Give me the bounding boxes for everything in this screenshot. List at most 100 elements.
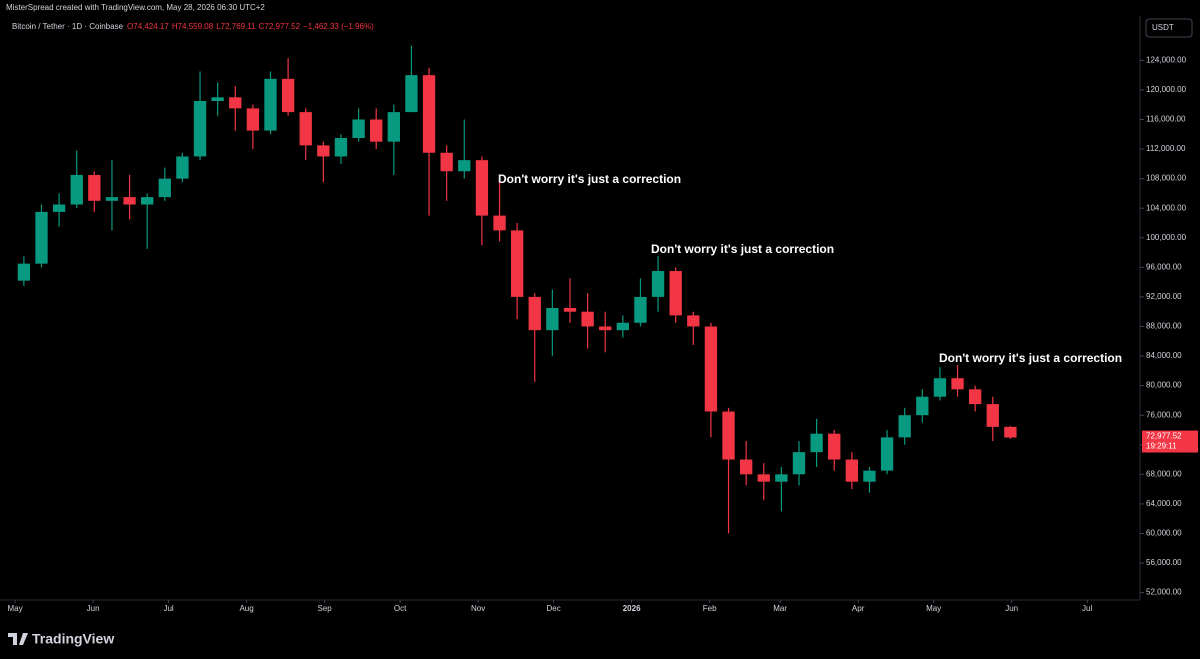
candle-body	[563, 308, 577, 312]
candle-body	[581, 311, 594, 327]
x-tick-label: Jul	[1082, 604, 1092, 613]
ohlc-low: L72,769.11	[216, 22, 256, 31]
candle-body	[810, 433, 823, 453]
x-tick-label: Mar	[773, 604, 787, 613]
candle-body	[651, 271, 665, 297]
candle-body	[828, 433, 841, 460]
y-tick-label: 76,000.00	[1146, 410, 1182, 419]
candle-body	[176, 156, 189, 179]
y-tick-label: 124,000.00	[1146, 55, 1187, 64]
candle-body	[599, 326, 612, 331]
credit: MisterSpread created with TradingView.co…	[6, 3, 265, 12]
candle-body	[458, 160, 471, 172]
y-tick-label: 64,000.00	[1146, 499, 1182, 508]
symbol: Bitcoin / Tether · 1D · Coinbase O74,424.…	[12, 22, 374, 31]
candle-body	[35, 211, 48, 264]
x-tick-label: Jul	[163, 604, 173, 613]
logo-text: TradingView	[32, 631, 114, 647]
candle-body	[440, 152, 453, 172]
candle-body	[722, 411, 735, 460]
ohlc-close: C72,977.52	[259, 22, 301, 31]
candle-body	[17, 263, 31, 281]
candle-body	[334, 137, 348, 157]
x-tick-label: Nov	[471, 604, 485, 613]
candle-body	[387, 112, 400, 142]
price-tag	[1142, 430, 1198, 453]
x-tick-label: May	[8, 604, 23, 613]
candle-body	[704, 326, 718, 412]
symbol-name: Bitcoin / Tether · 1D · Coinbase	[12, 22, 124, 31]
x-tick-label: May	[926, 604, 941, 613]
price-tag-label: 72,977.52	[1146, 432, 1182, 441]
x-tick-label: Apr	[852, 604, 865, 613]
candle-body	[634, 296, 647, 323]
currency-box[interactable]	[1145, 18, 1193, 38]
candle-body	[352, 119, 365, 138]
logo-icon	[8, 633, 28, 645]
candle-body	[105, 197, 119, 201]
candle-body	[70, 174, 83, 205]
candle-body	[370, 119, 383, 142]
currency[interactable]: USDT	[1152, 23, 1174, 32]
candle-body	[792, 452, 806, 475]
candle-body	[898, 415, 911, 438]
ohlc-change: −1,462.33 (−1.96%)	[303, 22, 374, 31]
candle-body	[422, 75, 436, 153]
candle-body	[229, 97, 242, 109]
y-tick-label: 112,000.00	[1146, 144, 1186, 153]
y-tick-label: 92,000.00	[1146, 292, 1182, 301]
x-tick-label: Sep	[317, 604, 332, 613]
price-tag-countdown: 19:29:11	[1146, 442, 1177, 451]
y-tick-label: 56,000.00	[1146, 558, 1182, 567]
candle-body	[528, 296, 541, 331]
x-tick-label: Feb	[703, 604, 717, 613]
candle-body	[405, 75, 418, 113]
y-tick-label: 52,000.00	[1146, 588, 1182, 597]
candle-body	[123, 197, 136, 205]
x-tick-label: Dec	[547, 604, 561, 613]
x-tick-label: Oct	[394, 604, 407, 613]
candle-body	[775, 474, 788, 482]
annotation: Don't worry it's just a correction	[651, 242, 834, 256]
candle-body	[1004, 426, 1017, 438]
candle-body	[669, 271, 682, 316]
candle-body	[757, 474, 770, 482]
candle-body	[493, 215, 506, 231]
candle-body	[616, 322, 629, 331]
candle-body	[299, 112, 312, 146]
y-tick-label: 100,000.00	[1146, 233, 1187, 242]
candle-body	[475, 160, 489, 216]
y-tick-label: 116,000.00	[1146, 115, 1186, 124]
candle-body	[317, 145, 330, 157]
x-tick-label: 2026	[623, 604, 641, 613]
candle-body	[281, 78, 295, 113]
candle-body	[687, 315, 700, 327]
candle-body	[52, 204, 66, 212]
x-tick-label: Jun	[87, 604, 100, 613]
y-tick-label: 104,000.00	[1146, 203, 1187, 212]
candle-body	[968, 389, 982, 405]
candle-body	[510, 230, 524, 297]
candle-body	[880, 437, 894, 471]
y-tick-label: 60,000.00	[1146, 529, 1182, 538]
candle-body	[845, 459, 859, 482]
candle-body	[211, 97, 224, 102]
y-tick-label: 108,000.00	[1146, 174, 1187, 183]
logo: TradingView	[8, 631, 114, 647]
candle-body	[951, 378, 964, 390]
candle-body	[546, 308, 559, 331]
candle-body	[158, 178, 171, 198]
x-tick-label: Jun	[1005, 604, 1018, 613]
y-tick-label: 84,000.00	[1146, 351, 1182, 360]
x-tick-label: Aug	[239, 604, 253, 613]
candle-body	[739, 459, 753, 475]
y-tick-label: 96,000.00	[1146, 262, 1182, 271]
annotation: Don't worry it's just a correction	[939, 351, 1122, 365]
candle-body	[933, 378, 947, 397]
ohlc-open: O74,424.17	[127, 22, 169, 31]
y-tick-label: 68,000.00	[1146, 469, 1182, 478]
ohlc-high: H74,559.08	[172, 22, 214, 31]
candle-body	[88, 174, 101, 201]
y-tick-label: 80,000.00	[1146, 381, 1182, 390]
